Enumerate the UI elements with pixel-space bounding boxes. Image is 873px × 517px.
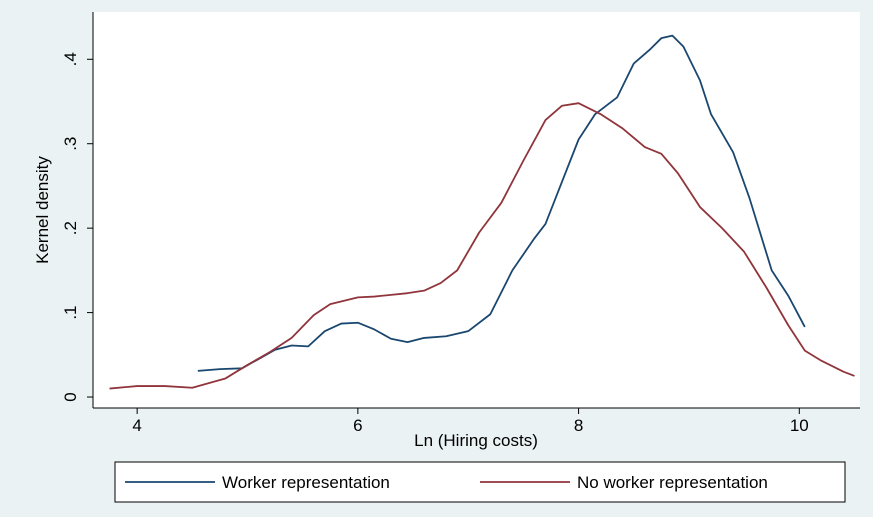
plot-area xyxy=(93,12,860,408)
y-tick-label: .4 xyxy=(61,52,80,66)
y-tick-label: 0 xyxy=(61,392,80,401)
y-tick-label: .2 xyxy=(61,221,80,235)
x-tick-label: 6 xyxy=(353,416,362,435)
y-tick-label: .3 xyxy=(61,137,80,151)
density-line xyxy=(197,34,806,372)
x-tick-label: 8 xyxy=(574,416,583,435)
legend-label: Worker representation xyxy=(222,473,390,492)
x-tick-label: 10 xyxy=(790,416,809,435)
x-axis-title: Ln (Hiring costs) xyxy=(414,431,538,450)
y-axis-title: Kernel density xyxy=(33,156,52,264)
y-tick-label: .1 xyxy=(61,305,80,319)
density-line xyxy=(109,102,855,390)
x-tick-label: 4 xyxy=(132,416,141,435)
legend-label: No worker representation xyxy=(577,473,768,492)
